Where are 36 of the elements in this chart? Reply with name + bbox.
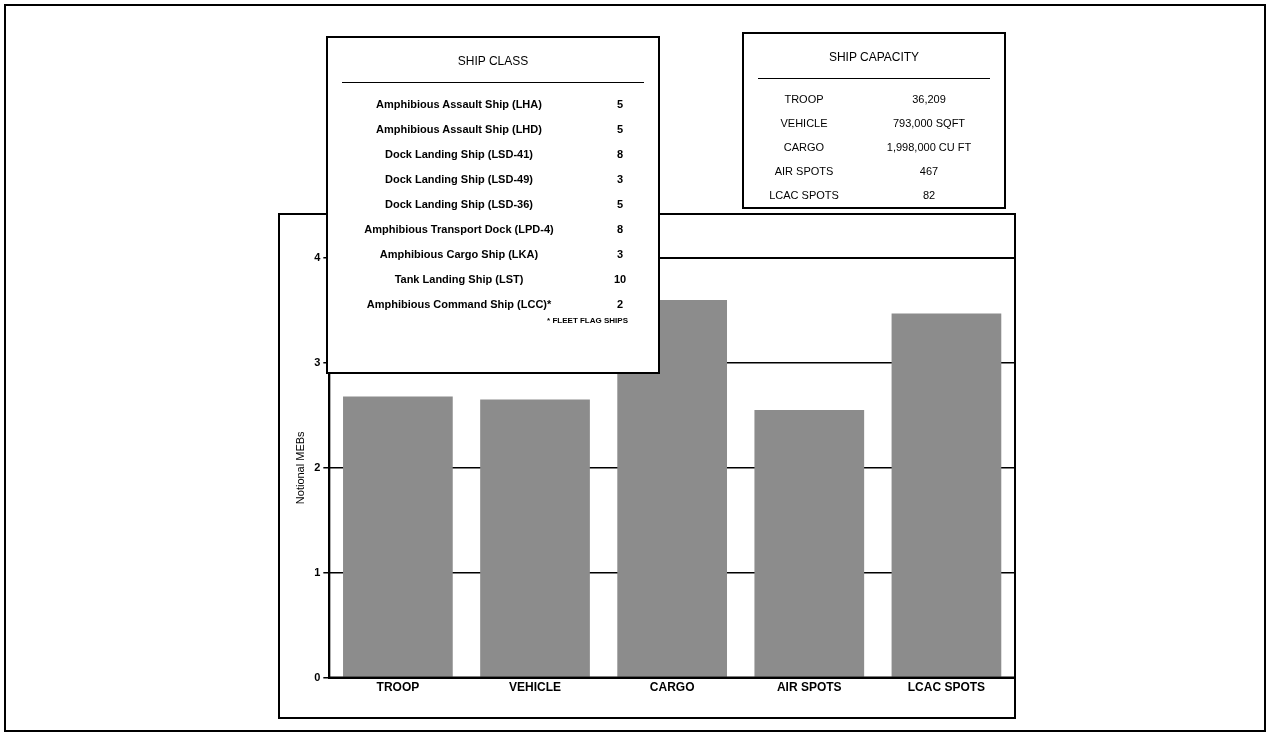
bar [480, 399, 590, 677]
text: 8 [616, 147, 624, 160]
y-tick-label: 1 [314, 565, 321, 578]
text: Dock Landing Ship (LSD-41) [385, 147, 533, 160]
bar [891, 313, 1002, 677]
text: Amphibious Transport Dock (LPD-4) [364, 222, 554, 235]
x-tick-label: TROOP [376, 680, 420, 695]
annotation: 2 [615, 297, 625, 310]
text: Amphibious Assault Ship (LHA) [376, 97, 542, 110]
y-axis-title: Notional MEBs [293, 430, 306, 505]
text: Dock Landing Ship (LSD-49) [385, 172, 533, 185]
text: Dock Landing Ship (LSD-36) [385, 197, 533, 210]
x-tick-label: CARGO [649, 680, 695, 695]
annotation: Tank Landing Ship (LST) [393, 272, 525, 285]
y-tick-label: 0 [314, 670, 321, 683]
ship-capacity-table: SHIP CAPACITY TROOP 36,209 VEHICLE 793,000 SQFT CARGO 1,998,000 CU FT AIR SPOTS 467 LCAC SPOTS 82 [742, 32, 1006, 209]
text: 3 [616, 172, 624, 185]
x-tick-label: VEHICLE [509, 680, 562, 695]
x-tick-label: LCAC SPOTS [907, 680, 986, 695]
bar [754, 410, 865, 677]
text: Amphibious Assault Ship (LHD) [376, 122, 542, 135]
annotation: * FLEET FLAG SHIPS [546, 316, 629, 325]
annotation: Amphibious Command Ship (LCC)* [365, 297, 553, 310]
x-tick-label: AIR SPOTS [776, 680, 842, 695]
text: 5 [616, 197, 624, 210]
text: SHIP CLASS [457, 54, 529, 68]
y-tick-label: 3 [314, 355, 321, 368]
bar [343, 396, 453, 677]
text: 5 [616, 97, 624, 110]
text: 5 [616, 122, 624, 135]
annotation: 3 [615, 247, 625, 260]
text: 8 [616, 222, 624, 235]
annotation: 10 [612, 272, 628, 285]
y-tick-label: 2 [314, 460, 321, 473]
y-tick-label: 4 [314, 251, 322, 264]
annotation: Amphibious Cargo Ship (LKA) [378, 247, 540, 260]
